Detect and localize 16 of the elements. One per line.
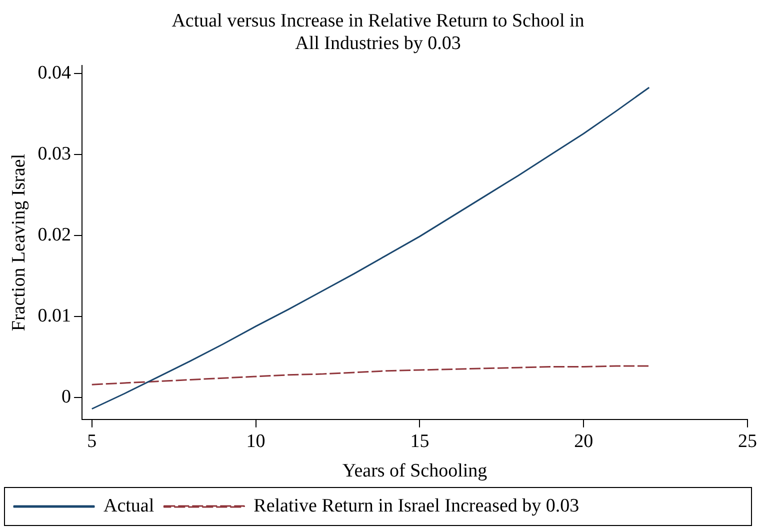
y-tick-label: 0.03 xyxy=(38,144,72,165)
x-tick-label: 20 xyxy=(574,430,594,452)
chart-title: Actual versus Increase in Relative Return to School in All Industries by 0.03 xyxy=(172,10,585,54)
y-tick-label: 0.04 xyxy=(38,62,72,84)
y-tick-label: 0.01 xyxy=(38,306,72,327)
legend-label: Relative Return in Israel Increased by 0.03 xyxy=(254,495,580,516)
x-tick-label: 5 xyxy=(87,430,97,452)
y-tick-label: 0 xyxy=(62,386,72,408)
x-tick-label: 15 xyxy=(410,430,430,452)
line-series xyxy=(91,365,650,386)
x-tick-label: 25 xyxy=(738,430,757,452)
x-axis-title: Years of Schooling xyxy=(342,460,488,482)
y-axis-title: Fraction Leaving Israel xyxy=(8,154,30,332)
x-tick-label: 10 xyxy=(246,430,266,452)
legend-label: Actual xyxy=(104,495,154,516)
y-tick-label: 0.02 xyxy=(38,224,72,246)
